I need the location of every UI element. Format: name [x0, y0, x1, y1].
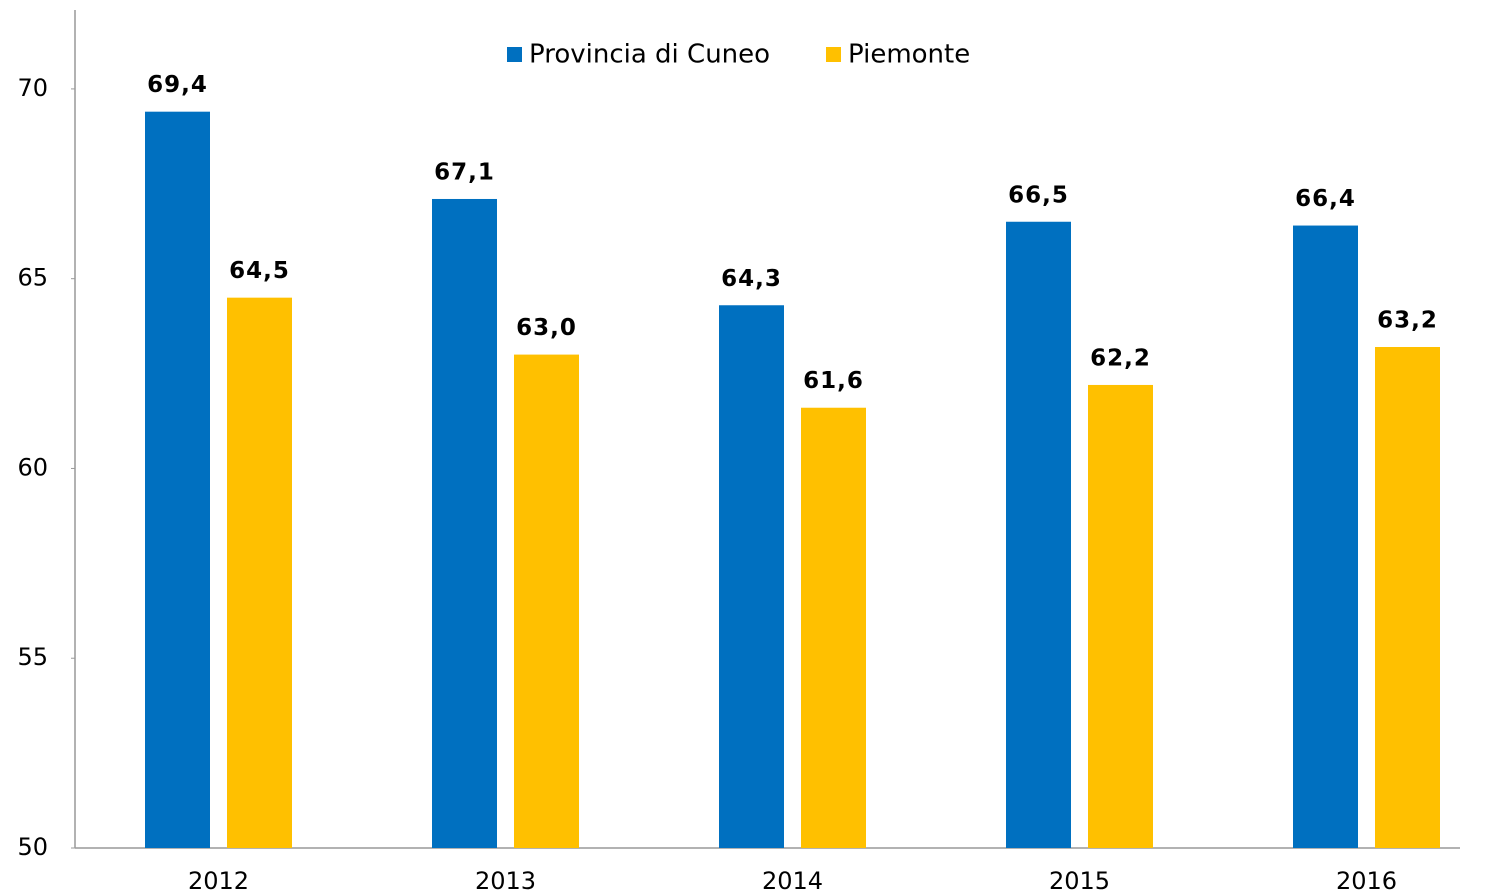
bar	[719, 305, 784, 848]
x-tick-label: 2016	[1336, 867, 1397, 895]
bar	[1088, 384, 1153, 848]
value-label: 69,4	[147, 72, 208, 98]
bar	[801, 407, 866, 848]
y-tick-label: 65	[17, 264, 48, 292]
legend-swatch	[826, 47, 841, 62]
value-label: 63,0	[516, 315, 577, 341]
y-tick-label: 50	[17, 833, 48, 861]
legend-swatch	[507, 47, 522, 62]
value-label: 63,2	[1377, 308, 1438, 334]
legend-label: Piemonte	[848, 40, 970, 70]
bar	[227, 297, 292, 849]
value-label: 62,2	[1090, 345, 1151, 371]
bar	[1293, 225, 1358, 848]
bar	[145, 111, 210, 848]
x-tick-label: 2014	[762, 867, 823, 895]
value-label: 67,1	[434, 159, 495, 185]
bar	[1006, 221, 1071, 848]
y-tick-label: 55	[17, 643, 48, 671]
x-tick-label: 2015	[1049, 867, 1110, 895]
value-label: 64,3	[721, 266, 782, 292]
x-tick-label: 2012	[188, 867, 249, 895]
value-label: 64,5	[229, 258, 290, 284]
x-tick-label: 2013	[475, 867, 536, 895]
y-tick-label: 60	[17, 453, 48, 481]
bar	[1375, 347, 1440, 848]
bar	[432, 198, 497, 848]
y-tick-label: 70	[17, 74, 48, 102]
bar	[514, 354, 579, 848]
value-label: 66,4	[1295, 186, 1356, 212]
value-label: 61,6	[803, 368, 864, 394]
legend-label: Provincia di Cuneo	[529, 40, 770, 70]
value-label: 66,5	[1008, 182, 1069, 208]
